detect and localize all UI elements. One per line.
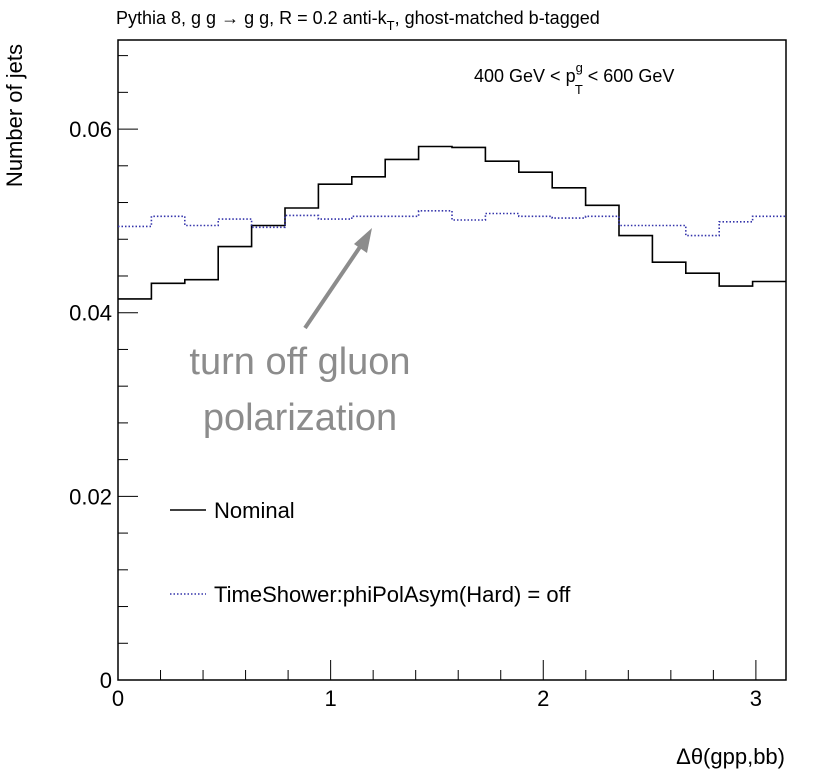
legend-label-polarization-off: TimeShower:phiPolAsym(Hard) = off <box>214 582 571 607</box>
arrow-head <box>354 228 372 253</box>
annotation-text-line2: polarization <box>203 397 397 439</box>
arrow-shaft <box>303 239 366 330</box>
y-axis-tick-labels: 0 0.02 0.04 0.06 <box>69 117 112 693</box>
legend: Nominal TimeShower:phiPolAsym(Hard) = of… <box>170 498 571 607</box>
plot-frame <box>117 39 787 681</box>
y-tick-label: 0.04 <box>69 301 112 326</box>
x-tick-label: 2 <box>537 686 549 711</box>
x-tick-label: 1 <box>325 686 337 711</box>
annotation-text-line1: turn off gluon <box>189 341 410 383</box>
x-tick-label: 0 <box>112 686 124 711</box>
legend-label-nominal: Nominal <box>214 498 295 523</box>
y-axis-title: Number of jets <box>2 44 27 187</box>
series-group <box>118 145 786 300</box>
x-axis-ticks <box>117 660 757 680</box>
series-polarization-off-line <box>118 210 786 237</box>
x-tick-label: 3 <box>750 686 762 711</box>
y-tick-label: 0.06 <box>69 117 112 142</box>
series-nominal-line <box>118 145 786 300</box>
annotation-arrow <box>303 228 372 330</box>
y-tick-label: 0 <box>100 668 112 693</box>
chart-title: Pythia 8, g g → g g, R = 0.2 anti-kT, gh… <box>116 8 600 33</box>
pt-range-label: 400 GeV < pg T < 600 GeV <box>474 60 674 97</box>
y-tick-label: 0.02 <box>69 484 112 509</box>
x-axis-title: Δθ(gpp,bb) <box>676 744 785 769</box>
y-axis-ticks <box>118 55 138 681</box>
x-axis-tick-labels: 0 1 2 3 <box>112 686 762 711</box>
